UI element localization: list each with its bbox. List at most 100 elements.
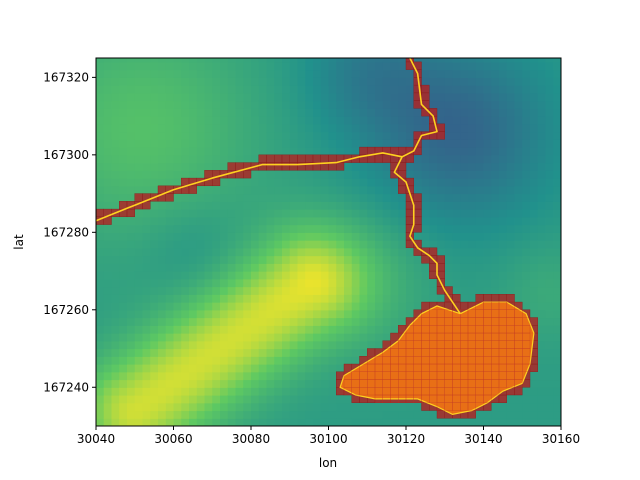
y-tick-label: 167320	[43, 70, 89, 84]
heatmap-cell	[499, 92, 508, 102]
heatmap-cell	[499, 224, 508, 233]
heatmap-cell	[289, 418, 299, 426]
heatmap-cell	[390, 193, 399, 202]
heatmap-cell	[196, 61, 206, 71]
heatmap-cell	[413, 232, 423, 241]
heatmap-cell	[444, 263, 454, 272]
heatmap-cell	[111, 123, 120, 133]
heatmap-cell	[127, 61, 136, 71]
heatmap-cell	[351, 247, 361, 257]
heatmap-cell	[181, 240, 190, 249]
heatmap-cell	[530, 77, 539, 86]
heatmap-cell	[150, 294, 159, 303]
heatmap-cell	[251, 209, 260, 218]
heatmap-cell	[142, 325, 151, 334]
heatmap-cell	[251, 193, 260, 202]
river-cell	[328, 154, 337, 163]
heatmap-cell	[142, 232, 151, 241]
heatmap-cell	[150, 309, 159, 319]
heatmap-cell	[111, 58, 120, 63]
heatmap-cell	[313, 418, 322, 426]
heatmap-cell	[127, 402, 136, 412]
y-tick-label: 167260	[43, 303, 89, 317]
heatmap-cell	[212, 395, 221, 404]
heatmap-cell	[258, 185, 268, 195]
river-cell	[320, 154, 329, 163]
heatmap-cell	[282, 61, 291, 71]
heatmap-cell	[305, 402, 314, 412]
heatmap-cell	[491, 170, 500, 179]
river-cell	[96, 208, 104, 218]
heatmap-cell	[297, 364, 306, 373]
heatmap-cell	[189, 333, 198, 342]
heatmap-cell	[266, 325, 275, 334]
heatmap-cell	[258, 263, 268, 272]
heatmap-cell	[475, 178, 485, 187]
heatmap-cell	[320, 247, 330, 257]
heatmap-cell	[96, 100, 105, 109]
heatmap-cell	[173, 240, 182, 249]
heatmap-cell	[351, 216, 361, 226]
heatmap-cell	[297, 379, 306, 388]
heatmap-cell	[522, 100, 531, 109]
heatmap-cell	[227, 410, 237, 419]
heatmap-cell	[258, 333, 268, 342]
heatmap-cell	[258, 255, 268, 264]
heatmap-cell	[297, 185, 306, 195]
heatmap-cell	[413, 116, 423, 125]
heatmap-cell	[351, 302, 361, 311]
heatmap-cell	[514, 232, 523, 241]
heatmap-cell	[274, 286, 283, 295]
heatmap-cell	[320, 340, 330, 350]
heatmap-cell	[127, 247, 136, 257]
heatmap-cell	[468, 69, 477, 78]
heatmap-cell	[134, 333, 144, 342]
lake-cell	[367, 348, 376, 357]
heatmap-cell	[142, 387, 151, 396]
heatmap-cell	[212, 371, 221, 381]
heatmap-cell	[134, 294, 144, 303]
heatmap-cell	[243, 108, 252, 117]
heatmap-cell	[235, 340, 244, 350]
heatmap-cell	[204, 185, 213, 195]
heatmap-cell	[344, 100, 353, 109]
heatmap-cell	[537, 395, 547, 404]
heatmap-cell	[158, 263, 167, 272]
heatmap-cell	[220, 325, 229, 334]
heatmap-cell	[142, 131, 151, 140]
heatmap-cell	[483, 418, 492, 426]
heatmap-cell	[274, 410, 283, 419]
river-cell	[405, 154, 414, 163]
heatmap-cell	[320, 123, 330, 133]
heatmap-cell	[320, 58, 330, 63]
heatmap-cell	[243, 247, 252, 257]
heatmap-cell	[173, 170, 182, 179]
heatmap-cell	[111, 309, 120, 319]
heatmap-cell	[119, 92, 128, 102]
heatmap-cell	[103, 201, 113, 210]
heatmap-cell	[545, 379, 554, 388]
heatmap-cell	[142, 123, 151, 133]
heatmap-cell	[196, 294, 206, 303]
heatmap-cell	[243, 232, 252, 241]
heatmap-cell	[359, 255, 368, 264]
heatmap-cell	[96, 278, 105, 288]
heatmap-cell	[165, 418, 175, 426]
river-cell	[227, 162, 236, 171]
heatmap-cell	[336, 193, 345, 202]
heatmap-cell	[289, 92, 299, 102]
heatmap-cell	[351, 100, 361, 109]
heatmap-cell	[530, 170, 539, 179]
heatmap-cell	[258, 100, 268, 109]
heatmap-cell	[398, 402, 407, 412]
heatmap-cell	[390, 216, 399, 226]
heatmap-cell	[150, 395, 159, 404]
heatmap-cell	[111, 356, 120, 365]
heatmap-cell	[158, 395, 167, 404]
heatmap-cell	[514, 178, 523, 187]
heatmap-cell	[328, 147, 337, 156]
heatmap-cell	[274, 356, 283, 365]
heatmap-cell	[111, 271, 120, 280]
heatmap-cell	[103, 340, 113, 350]
